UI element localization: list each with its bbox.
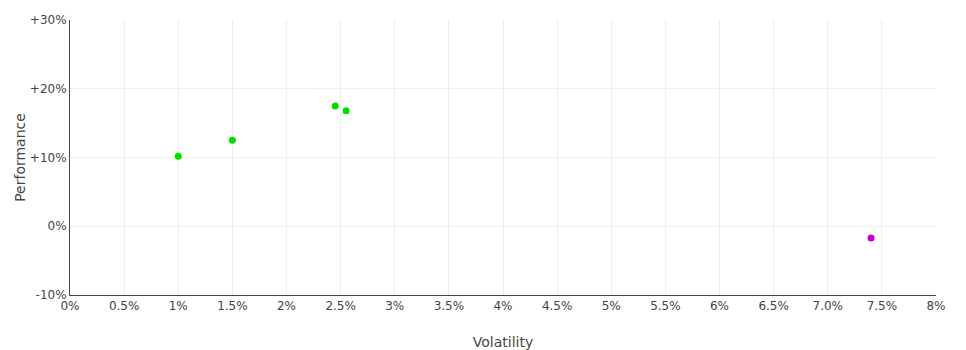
svg-text:Volatility: Volatility [473,334,533,350]
svg-text:0%: 0% [60,299,79,313]
svg-text:3.5%: 3.5% [434,299,465,313]
svg-text:0.5%: 0.5% [109,299,140,313]
svg-text:8%: 8% [926,299,945,313]
svg-text:+10%: +10% [30,151,67,165]
svg-text:6%: 6% [710,299,729,313]
svg-text:7.0%: 7.0% [813,299,844,313]
svg-text:-10%: -10% [36,288,67,302]
svg-text:0%: 0% [48,219,67,233]
svg-text:7.5%: 7.5% [867,299,898,313]
svg-text:1%: 1% [169,299,188,313]
svg-text:Performance: Performance [12,113,28,202]
svg-text:4%: 4% [493,299,512,313]
svg-text:2.5%: 2.5% [325,299,356,313]
svg-text:4.5%: 4.5% [542,299,573,313]
svg-text:5.5%: 5.5% [650,299,681,313]
svg-text:+20%: +20% [30,82,67,96]
svg-text:6.5%: 6.5% [758,299,789,313]
svg-text:2%: 2% [277,299,296,313]
svg-text:1.5%: 1.5% [217,299,248,313]
svg-text:3%: 3% [385,299,404,313]
svg-text:+30%: +30% [30,13,67,27]
svg-text:5%: 5% [602,299,621,313]
